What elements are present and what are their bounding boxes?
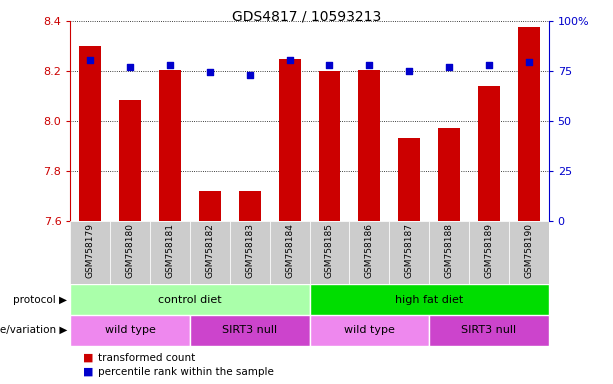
Point [125, 64, 135, 70]
Bar [80, 46, 101, 221]
Bar [349, 221, 389, 284]
Point [364, 62, 374, 68]
Text: transformed count: transformed count [98, 353, 196, 363]
Text: wild type: wild type [105, 325, 156, 335]
Bar [110, 221, 150, 284]
Point [284, 57, 294, 63]
Bar [389, 221, 429, 284]
Bar [230, 221, 270, 284]
Bar [310, 221, 349, 284]
Bar [159, 70, 181, 221]
Bar [120, 100, 141, 221]
Text: GSM758183: GSM758183 [245, 223, 254, 278]
Bar [359, 70, 380, 221]
Text: GSM758188: GSM758188 [444, 223, 454, 278]
Text: ■: ■ [83, 353, 93, 363]
Text: GSM758180: GSM758180 [126, 223, 135, 278]
Text: GSM758182: GSM758182 [205, 223, 215, 278]
Text: GSM758186: GSM758186 [365, 223, 374, 278]
Point [86, 57, 96, 63]
Text: SIRT3 null: SIRT3 null [223, 325, 277, 335]
Text: GSM758179: GSM758179 [86, 223, 95, 278]
Point [444, 64, 454, 70]
Bar [279, 59, 300, 221]
Text: GSM758190: GSM758190 [524, 223, 533, 278]
Bar [310, 284, 549, 315]
Text: high fat diet: high fat diet [395, 295, 463, 305]
Bar [509, 221, 549, 284]
Bar [429, 315, 549, 346]
Text: genotype/variation ▶: genotype/variation ▶ [0, 325, 67, 335]
Point [325, 62, 335, 68]
Text: GSM758187: GSM758187 [405, 223, 414, 278]
Bar [429, 221, 469, 284]
Bar [398, 139, 420, 221]
Text: wild type: wild type [344, 325, 395, 335]
Bar [70, 315, 190, 346]
Point [245, 72, 255, 78]
Text: ■: ■ [83, 366, 93, 377]
Bar [239, 191, 261, 221]
Bar [150, 221, 190, 284]
Bar [70, 284, 310, 315]
Text: SIRT3 null: SIRT3 null [462, 325, 516, 335]
Point [166, 62, 175, 68]
Bar [319, 71, 340, 221]
Bar [478, 86, 500, 221]
Bar [518, 27, 539, 221]
Text: GSM758189: GSM758189 [484, 223, 493, 278]
Bar [469, 221, 509, 284]
Point [405, 68, 414, 74]
Text: protocol ▶: protocol ▶ [13, 295, 67, 305]
Text: control diet: control diet [158, 295, 222, 305]
Text: GSM758184: GSM758184 [285, 223, 294, 278]
Text: GSM758185: GSM758185 [325, 223, 334, 278]
Point [524, 59, 533, 65]
Text: GDS4817 / 10593213: GDS4817 / 10593213 [232, 10, 381, 23]
Text: GSM758181: GSM758181 [166, 223, 175, 278]
Point [484, 62, 494, 68]
Bar [270, 221, 310, 284]
Text: percentile rank within the sample: percentile rank within the sample [98, 366, 274, 377]
Bar [190, 315, 310, 346]
Bar [310, 315, 429, 346]
Bar [438, 129, 460, 221]
Bar [199, 191, 221, 221]
Bar [190, 221, 230, 284]
Point [205, 69, 215, 75]
Bar [70, 221, 110, 284]
